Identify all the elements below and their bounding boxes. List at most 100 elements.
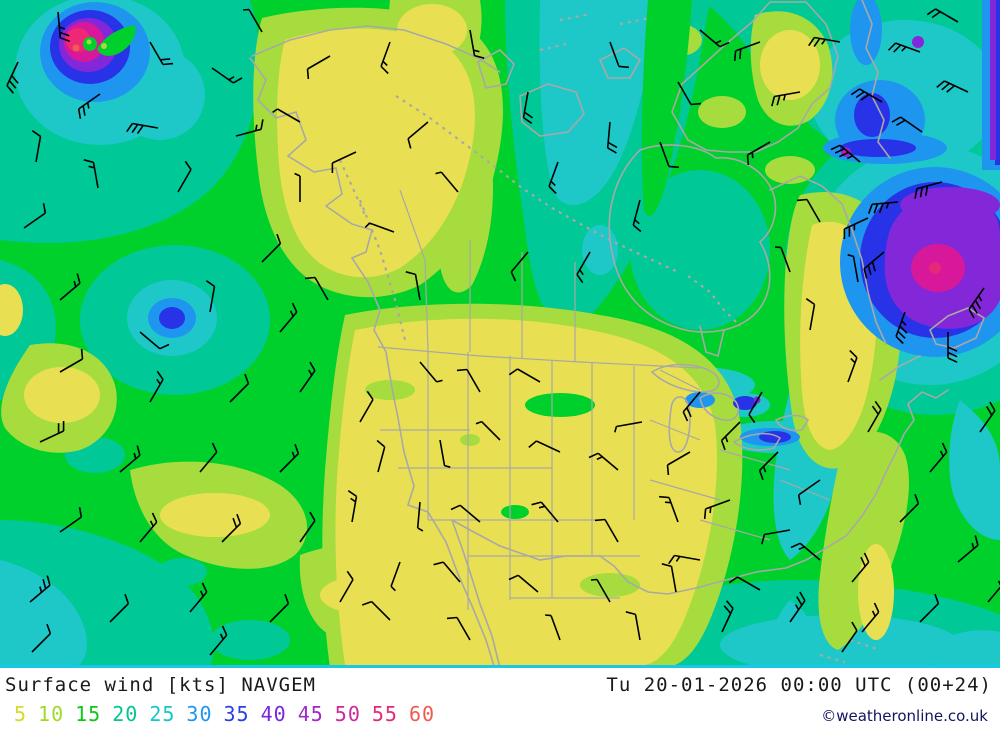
legend-value-60: 60 [408, 702, 436, 726]
wind-barb [189, 582, 208, 613]
wind-barb [299, 511, 316, 543]
wind-barb [269, 593, 290, 623]
wind-barb [450, 504, 481, 523]
copyright-label: ©weatheronline.co.uk [821, 707, 988, 725]
wind-barb [6, 61, 19, 94]
wind-barb [439, 439, 451, 468]
wind-barb [229, 373, 250, 403]
wind-barb [59, 348, 84, 373]
wind-barb [405, 271, 421, 301]
wind-barb [205, 280, 216, 313]
wind-barb [968, 287, 985, 319]
wind-barb [847, 349, 858, 383]
wind-barb [29, 575, 51, 603]
wind-barb [895, 311, 908, 345]
legend-value-10: 10 [38, 702, 65, 726]
wind-barb [548, 161, 559, 195]
wind-barb [830, 144, 861, 163]
wind-barb [380, 41, 391, 75]
wind-barb [359, 390, 374, 423]
wind-barb [376, 439, 386, 473]
wind-barb [850, 88, 883, 103]
wind-barb [419, 361, 443, 383]
wind-barb [936, 80, 969, 93]
wind-barb [899, 493, 920, 523]
map-footer: Surface wind [kts] NAVGEM Tu 20-01-2026 … [0, 668, 1000, 733]
wind-barb [863, 251, 885, 279]
wind-barb [957, 535, 979, 563]
legend-value-55: 55 [371, 702, 398, 726]
wind-barb [614, 421, 643, 433]
wind-barb [261, 233, 282, 263]
wind-barb [109, 593, 130, 623]
wind-barb [682, 391, 701, 422]
legend-value-5: 5 [14, 702, 28, 726]
wind-barb [279, 443, 300, 473]
wind-barb [177, 160, 192, 193]
wind-barb [926, 8, 959, 23]
valid-time-label: Tu 20-01-2026 00:00 UTC (00+24) [606, 674, 992, 696]
wind-barb [733, 41, 761, 61]
wind-barb [531, 501, 559, 523]
wind-barb [416, 501, 424, 532]
legend-value-40: 40 [260, 702, 287, 726]
wind-barb [126, 122, 159, 135]
wind-barb [456, 368, 481, 393]
wind-barb [364, 222, 395, 233]
wind-barb [139, 512, 158, 543]
wind-barb [929, 442, 948, 473]
wind-barb [119, 445, 141, 473]
wind-barb [235, 119, 264, 137]
wind-barb [758, 451, 779, 481]
wind-barb [57, 11, 70, 43]
wind-barb [475, 420, 501, 441]
wind-barb [775, 246, 791, 273]
legend-value-20: 20 [112, 702, 139, 726]
wind-barb [699, 29, 730, 48]
wind-barb [294, 172, 301, 202]
legend-value-25: 25 [149, 702, 176, 726]
wind-barb [299, 361, 316, 393]
wind-barb [947, 332, 958, 363]
wind-barb [576, 251, 591, 284]
wind-barb [272, 108, 301, 123]
wind-barb [914, 181, 943, 199]
wind-barb [867, 400, 882, 433]
wind-barb [891, 116, 923, 133]
map-area [0, 0, 1000, 668]
wind-barb [304, 276, 329, 301]
wind-barb [139, 331, 170, 350]
wind-barb [149, 370, 164, 403]
wind-barb [728, 576, 761, 591]
wind-barb [851, 552, 870, 583]
wind-barb [528, 440, 561, 453]
wind-barb [435, 171, 459, 193]
wind-barb [211, 67, 243, 84]
wind-barb [796, 198, 821, 223]
wind-barb [339, 570, 354, 603]
wind-barb [510, 251, 529, 282]
storm-cores [64, 22, 965, 292]
wind-barb [867, 201, 899, 214]
wind-barb [668, 554, 701, 565]
wind-barb [843, 217, 869, 239]
wind-speed-legend: 5 10 15 20 25 30 35 40 45 50 55 60 [14, 702, 446, 726]
wind-barb [545, 614, 561, 641]
wind-barb [306, 55, 331, 80]
wind-barb [790, 542, 821, 561]
legend-value-45: 45 [297, 702, 324, 726]
wind-barb [919, 593, 940, 623]
wind-barb [590, 578, 611, 603]
legend-value-15: 15 [75, 702, 102, 726]
wind-barb [407, 121, 429, 149]
wind-barb [77, 93, 101, 119]
wind-barb [39, 421, 65, 443]
wind-barb [797, 479, 821, 505]
wind-barbs [6, 8, 1000, 656]
wind-barb [433, 561, 461, 583]
wind-barb [979, 401, 996, 433]
wind-barb [625, 611, 641, 641]
wind-barb [59, 273, 81, 301]
wind-barb [677, 81, 702, 106]
